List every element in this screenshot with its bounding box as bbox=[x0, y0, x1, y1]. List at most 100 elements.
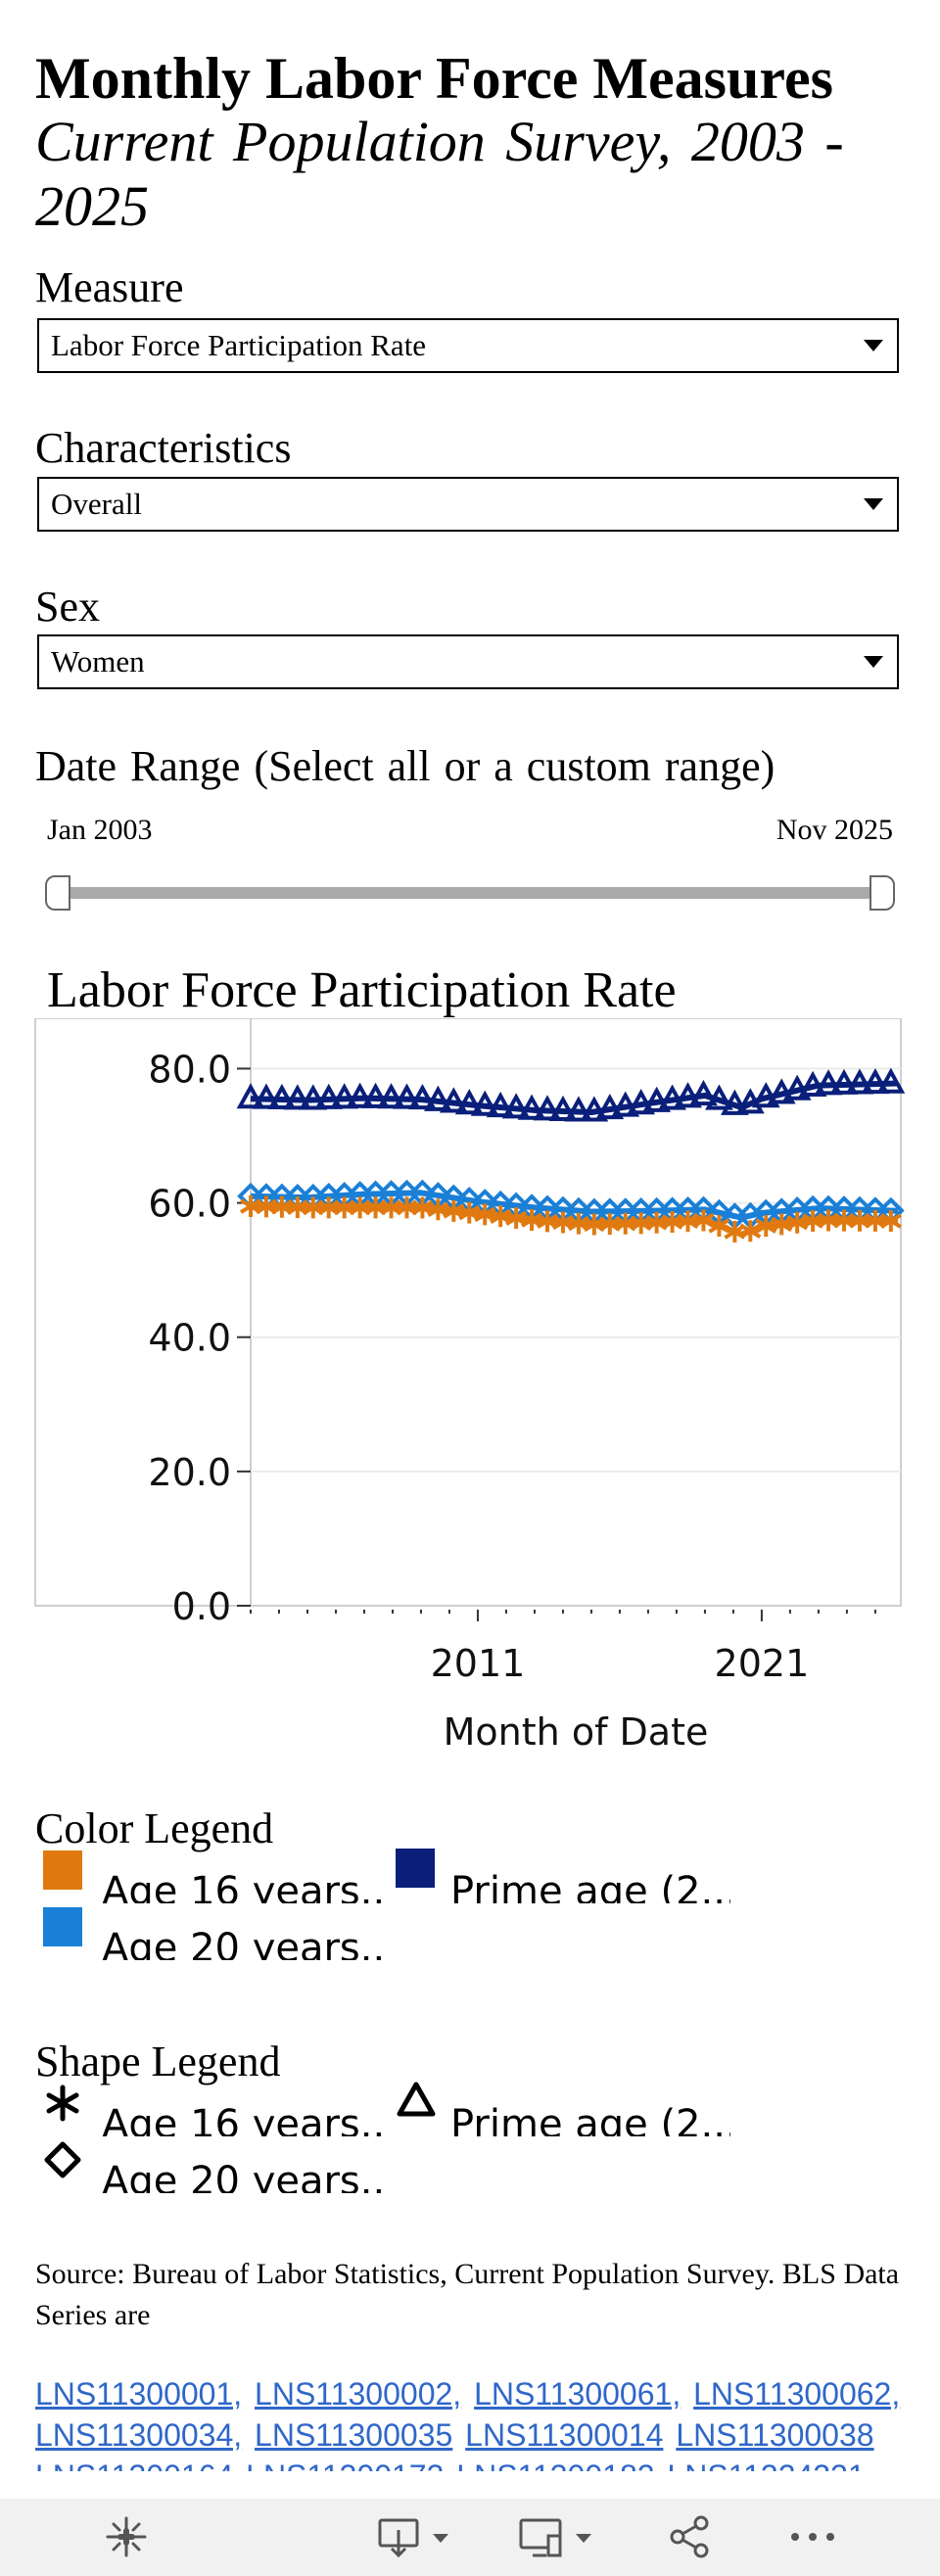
data-point bbox=[470, 1090, 499, 1116]
series-link[interactable]: LNS11324231 bbox=[667, 2459, 865, 2471]
shape-legend-prime: Prime age (2... bbox=[450, 2102, 730, 2136]
data-point bbox=[611, 1091, 640, 1117]
data-point bbox=[548, 1095, 578, 1121]
measure-label: Measure bbox=[35, 263, 184, 311]
characteristics-dropdown[interactable]: Overall bbox=[37, 477, 899, 532]
color-swatch-prime bbox=[396, 1849, 435, 1888]
series-link[interactable]: LNS11300062, bbox=[693, 2376, 901, 2412]
y-tick-label: 60.0 bbox=[148, 1183, 231, 1226]
data-point bbox=[299, 1084, 328, 1110]
series-link[interactable]: LNS11300035 bbox=[255, 2417, 453, 2453]
sex-dropdown[interactable]: Women bbox=[37, 634, 899, 689]
data-point bbox=[361, 1082, 390, 1108]
data-point bbox=[708, 1214, 730, 1237]
date-range-label: Date Range (Select all or a custom range… bbox=[35, 742, 776, 790]
sex-label: Sex bbox=[35, 583, 100, 631]
data-point bbox=[501, 1093, 531, 1119]
y-tick-label: 40.0 bbox=[148, 1317, 231, 1360]
series-link[interactable]: LNS11300164 bbox=[35, 2459, 233, 2471]
triangle-icon bbox=[397, 2082, 436, 2117]
data-point bbox=[879, 1210, 902, 1233]
data-point bbox=[798, 1070, 827, 1097]
sex-value: Women bbox=[51, 644, 145, 679]
data-point bbox=[642, 1086, 672, 1112]
measure-dropdown[interactable]: Labor Force Participation Rate bbox=[37, 318, 899, 373]
data-point bbox=[767, 1078, 796, 1104]
chevron-down-icon bbox=[864, 656, 883, 668]
data-point bbox=[845, 1068, 874, 1095]
data-point bbox=[876, 1067, 906, 1094]
data-point bbox=[236, 1083, 265, 1109]
data-point bbox=[751, 1082, 780, 1108]
data-point bbox=[330, 1083, 359, 1109]
shape-legend-title: Shape Legend bbox=[35, 2037, 281, 2085]
chevron-down-icon bbox=[864, 498, 883, 510]
chevron-down-icon bbox=[864, 340, 883, 351]
data-point bbox=[533, 1095, 562, 1121]
series-link[interactable]: LNS11300173 bbox=[246, 2459, 444, 2471]
series-link[interactable]: LNS11300038 bbox=[676, 2417, 874, 2453]
color-legend-age16: Age 16 years... bbox=[102, 1869, 382, 1903]
color-legend-prime: Prime age (2... bbox=[450, 1869, 730, 1903]
color-swatch-age20 bbox=[43, 1907, 82, 1946]
page-title: Monthly Labor Force Measures bbox=[35, 46, 833, 111]
series-links: LNS11300001, LNS11300002, LNS11300061, L… bbox=[35, 2373, 905, 2471]
tableau-logo-icon[interactable] bbox=[102, 2512, 151, 2561]
device-preview-icon[interactable] bbox=[517, 2512, 595, 2561]
more-icon[interactable] bbox=[785, 2512, 840, 2561]
bottom-toolbar bbox=[0, 2499, 940, 2576]
characteristics-label: Characteristics bbox=[35, 424, 292, 472]
series-link[interactable]: LNS11300001, bbox=[35, 2376, 243, 2412]
data-point bbox=[393, 1083, 421, 1109]
date-range-track[interactable] bbox=[55, 887, 883, 899]
y-tick-label: 80.0 bbox=[148, 1048, 231, 1091]
x-axis-label: Month of Date bbox=[444, 1710, 709, 1754]
characteristics-value: Overall bbox=[51, 487, 142, 521]
data-point bbox=[267, 1083, 297, 1110]
data-point bbox=[580, 1096, 609, 1122]
data-point bbox=[861, 1067, 890, 1095]
data-point bbox=[627, 1089, 656, 1115]
series-link[interactable]: LNS11300034, bbox=[35, 2417, 243, 2453]
y-tick-label: 20.0 bbox=[148, 1451, 231, 1494]
data-point bbox=[829, 1068, 859, 1095]
color-swatch-age16 bbox=[43, 1850, 82, 1890]
x-tick-label: 2011 bbox=[431, 1642, 526, 1685]
page-subtitle: Current Population Survey, 2003 - 2025 bbox=[35, 110, 844, 238]
data-point bbox=[720, 1089, 749, 1115]
date-range-start-handle[interactable] bbox=[45, 875, 70, 911]
asterisk-icon bbox=[46, 2084, 79, 2122]
data-point bbox=[564, 1096, 593, 1122]
data-point bbox=[377, 1083, 405, 1109]
data-point bbox=[658, 1084, 686, 1110]
date-range-end-handle[interactable] bbox=[870, 875, 895, 911]
chart-title: Labor Force Participation Rate bbox=[47, 962, 677, 1018]
data-point bbox=[739, 1220, 762, 1242]
shape-legend-age16: Age 16 years... bbox=[102, 2102, 382, 2136]
color-legend-age20: Age 20 years... bbox=[102, 1926, 382, 1960]
source-text: Source: Bureau of Labor Statistics, Curr… bbox=[35, 2258, 900, 2331]
series-triangle bbox=[236, 1067, 906, 1122]
data-point bbox=[595, 1093, 625, 1120]
series-link[interactable]: LNS11300002, bbox=[255, 2376, 462, 2412]
shape-legend-age20: Age 20 years... bbox=[102, 2159, 382, 2193]
data-point bbox=[814, 1069, 843, 1096]
data-point bbox=[252, 1083, 281, 1109]
data-point bbox=[314, 1083, 344, 1109]
diamond-icon bbox=[44, 2141, 81, 2178]
data-point bbox=[408, 1083, 437, 1110]
date-range-start: Jan 2003 bbox=[47, 814, 153, 846]
series-link[interactable]: LNS11300014 bbox=[465, 2417, 664, 2453]
series-link[interactable]: LNS11300182 bbox=[456, 2459, 654, 2471]
x-tick-label: 2021 bbox=[715, 1642, 810, 1685]
color-legend-title: Color Legend bbox=[35, 1804, 274, 1852]
data-point bbox=[705, 1084, 733, 1110]
share-icon[interactable] bbox=[666, 2512, 715, 2561]
data-point bbox=[674, 1082, 702, 1108]
data-point bbox=[692, 1209, 715, 1232]
series-link[interactable]: LNS11300061, bbox=[474, 2376, 682, 2412]
download-icon[interactable] bbox=[376, 2512, 454, 2561]
data-point bbox=[283, 1084, 312, 1110]
date-range-end: Nov 2025 bbox=[776, 814, 893, 846]
